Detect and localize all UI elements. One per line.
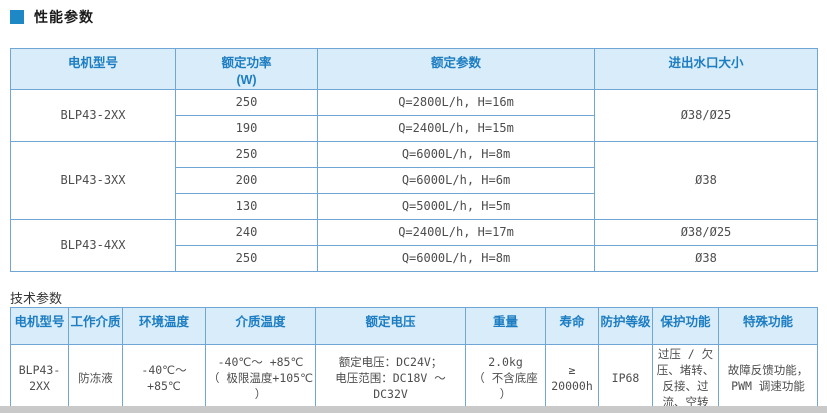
port-cell: Ø38/Ø25 — [594, 89, 818, 142]
bottom-gray-strip — [0, 406, 827, 413]
model-cell: BLP43-2XX — [10, 344, 69, 412]
model-cell: BLP43-4XX — [10, 219, 176, 272]
tech-header-medium: 工作介质 — [68, 307, 123, 345]
weight-cell: 2.0kg （ 不含底座 ） — [465, 344, 546, 412]
voltage-rated: 额定电压：DC24V； — [338, 355, 443, 369]
tech-header-special-functions: 特殊功能 — [718, 307, 818, 345]
power-cell: 240 — [175, 219, 318, 246]
weight-note: （ 不含底座 ） — [473, 371, 538, 401]
tech-header-ambient-temp: 环境温度 — [122, 307, 206, 345]
params-cell: Q=6000L/h, H=8m — [317, 141, 595, 168]
tech-header-row: 电机型号 工作介质 环境温度 介质温度 额定电压 重量 寿命 防护等级 保护功能… — [10, 307, 818, 345]
special-function-1: 故障反馈功能， — [727, 363, 809, 377]
perf-header-power-line1: 额定功率 — [221, 56, 272, 70]
medium-temp-cell: -40℃～ +85℃ （ 极限温度+105℃ ） — [205, 344, 316, 412]
voltage-cell: 额定电压：DC24V； 电压范围：DC18V ～ DC32V — [315, 344, 466, 412]
params-cell: Q=6000L/h, H=8m — [317, 245, 595, 272]
tech-table: 电机型号 工作介质 环境温度 介质温度 额定电压 重量 寿命 防护等级 保护功能… — [10, 307, 818, 412]
protection-rating-cell: IP68 — [598, 344, 653, 412]
table-row: 130 Q=5000L/h, H=5m — [11, 193, 818, 220]
port-cell: Ø38 — [594, 245, 818, 272]
perf-header-port: 进出水口大小 — [594, 48, 818, 90]
tech-header-medium-temp: 介质温度 — [205, 307, 316, 345]
power-cell: 250 — [175, 89, 318, 116]
table-row: BLP43-2XX 250 Q=2800L/h, H=16m Ø38/Ø25 — [10, 89, 818, 142]
ambient-temp-cell: -40℃～ +85℃ — [122, 344, 206, 412]
protect-functions-cell: 过压 / 欠压、堵转、反接、过流、空转 — [652, 344, 719, 412]
table-row: 190 Q=2400L/h, H=15m — [11, 115, 818, 142]
perf-header-params: 额定参数 — [317, 48, 595, 90]
tech-header-protect-functions: 保护功能 — [652, 307, 719, 345]
medium-temp-note: （ 极限温度+105℃ ） — [207, 371, 314, 401]
model-cell: BLP43-3XX — [10, 141, 176, 220]
medium-temp-value: -40℃～ +85℃ — [217, 355, 304, 369]
tech-header-protection-rating: 防护等级 — [598, 307, 653, 345]
table-row: BLP43-4XX 240 Q=2400L/h, H=17m Ø38/Ø25 — [10, 219, 818, 272]
power-cell: 250 — [175, 141, 318, 168]
perf-header-power-line2: (W) — [236, 73, 257, 87]
special-function-2: PWM 调速功能 — [731, 379, 805, 393]
params-cell: Q=6000L/h, H=6m — [317, 167, 595, 194]
power-cell: 190 — [175, 115, 318, 142]
model-cell: BLP43-2XX — [10, 89, 176, 142]
params-cell: Q=2400L/h, H=17m — [317, 219, 595, 246]
port-cell: Ø38 — [594, 141, 818, 220]
voltage-range: 电压范围：DC18V ～ DC32V — [335, 371, 446, 401]
section-title-text: 性能参数 — [34, 9, 94, 25]
table-row: BLP43-3XX 250 Q=6000L/h, H=8m Ø38 — [10, 141, 818, 220]
table-row: 250 Q=6000L/h, H=8m Ø38 — [11, 245, 818, 272]
tech-header-lifespan: 寿命 — [545, 307, 599, 345]
params-cell: Q=2800L/h, H=16m — [317, 89, 595, 116]
performance-table: 电机型号 额定功率 (W) 额定参数 进出水口大小 BLP43-2XX 250 … — [10, 48, 818, 272]
power-cell: 250 — [175, 245, 318, 272]
perf-header-model: 电机型号 — [10, 48, 176, 90]
perf-header-row: 电机型号 额定功率 (W) 额定参数 进出水口大小 — [10, 48, 818, 90]
lifespan-cell: ≥ 20000h — [545, 344, 599, 412]
tech-header-voltage: 额定电压 — [315, 307, 466, 345]
medium-cell: 防冻液 — [68, 344, 123, 412]
power-cell: 200 — [175, 167, 318, 194]
weight-value: 2.0kg — [488, 355, 523, 369]
section-title: 性能参数 — [10, 7, 94, 27]
section-marker-icon — [10, 10, 24, 24]
tech-header-model: 电机型号 — [10, 307, 69, 345]
table-row: BLP43-2XX 防冻液 -40℃～ +85℃ -40℃～ +85℃ （ 极限… — [10, 344, 818, 412]
special-functions-cell: 故障反馈功能， PWM 调速功能 — [718, 344, 818, 412]
power-cell: 130 — [175, 193, 318, 220]
perf-header-power: 额定功率 (W) — [175, 48, 318, 90]
port-cell: Ø38/Ø25 — [594, 219, 818, 246]
params-cell: Q=5000L/h, H=5m — [317, 193, 595, 220]
tech-header-weight: 重量 — [465, 307, 546, 345]
table-row: 200 Q=6000L/h, H=6m — [11, 167, 818, 194]
tech-table-title: 技术参数 — [10, 291, 63, 306]
params-cell: Q=2400L/h, H=15m — [317, 115, 595, 142]
